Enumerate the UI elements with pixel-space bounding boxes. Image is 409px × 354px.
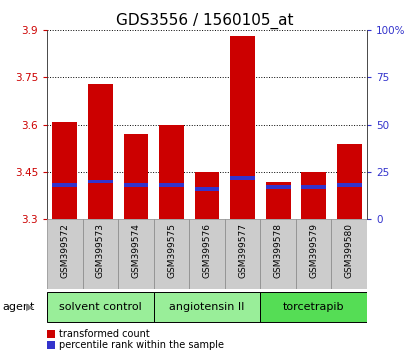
- Text: torcetrapib: torcetrapib: [282, 302, 344, 312]
- Bar: [260, 292, 366, 322]
- Bar: [83, 219, 118, 289]
- Text: percentile rank within the sample: percentile rank within the sample: [58, 340, 223, 350]
- Bar: [47, 219, 83, 289]
- Bar: [265, 185, 290, 189]
- Bar: [159, 183, 184, 187]
- Bar: [295, 219, 330, 289]
- Text: GSM399574: GSM399574: [131, 223, 140, 278]
- Bar: [330, 219, 366, 289]
- Bar: [229, 36, 254, 219]
- Bar: [47, 292, 153, 322]
- Text: GSM399572: GSM399572: [60, 223, 69, 278]
- Text: transformed count: transformed count: [58, 329, 149, 339]
- Bar: [123, 183, 148, 187]
- Text: GSM399578: GSM399578: [273, 223, 282, 278]
- Text: ▶: ▶: [26, 302, 33, 312]
- Text: agent: agent: [2, 302, 34, 312]
- Bar: [153, 219, 189, 289]
- Text: GSM399580: GSM399580: [344, 223, 353, 278]
- Bar: [260, 219, 295, 289]
- Bar: [301, 172, 325, 219]
- Text: GSM399577: GSM399577: [238, 223, 247, 278]
- Text: GSM399573: GSM399573: [96, 223, 105, 278]
- Bar: [52, 183, 77, 187]
- Bar: [189, 219, 224, 289]
- Text: GDS3556 / 1560105_at: GDS3556 / 1560105_at: [116, 12, 293, 29]
- Text: solvent control: solvent control: [59, 302, 142, 312]
- Text: angiotensin II: angiotensin II: [169, 302, 244, 312]
- Text: GSM399576: GSM399576: [202, 223, 211, 278]
- Bar: [229, 176, 254, 180]
- Bar: [194, 187, 219, 191]
- Bar: [88, 84, 112, 219]
- Bar: [118, 219, 153, 289]
- Bar: [224, 219, 260, 289]
- Bar: [194, 172, 219, 219]
- Bar: [336, 183, 361, 187]
- Bar: [52, 122, 77, 219]
- Bar: [265, 182, 290, 219]
- Text: GSM399579: GSM399579: [308, 223, 317, 278]
- Bar: [159, 125, 184, 219]
- Bar: [153, 292, 260, 322]
- Bar: [123, 134, 148, 219]
- Bar: [301, 185, 325, 189]
- Bar: [336, 144, 361, 219]
- Bar: [88, 180, 112, 183]
- Text: GSM399575: GSM399575: [166, 223, 175, 278]
